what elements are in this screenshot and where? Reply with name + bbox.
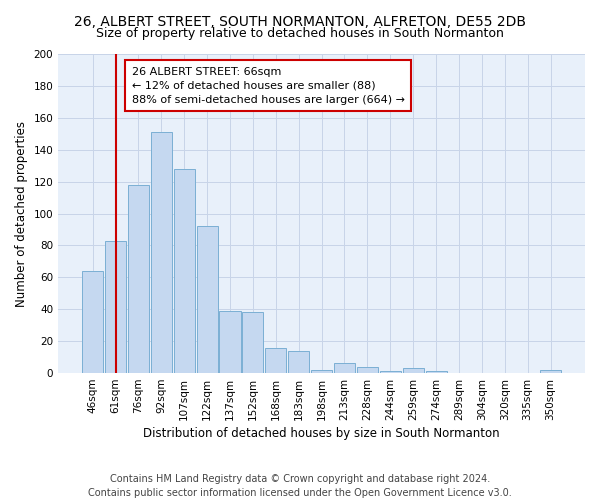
Bar <box>220 311 241 373</box>
Bar <box>197 226 218 373</box>
Bar <box>425 372 446 373</box>
Bar <box>173 169 195 373</box>
Bar <box>288 350 309 373</box>
Bar <box>357 366 378 373</box>
Y-axis label: Number of detached properties: Number of detached properties <box>15 120 28 306</box>
Bar <box>334 364 355 373</box>
Text: 26 ALBERT STREET: 66sqm
← 12% of detached houses are smaller (88)
88% of semi-de: 26 ALBERT STREET: 66sqm ← 12% of detache… <box>131 67 404 105</box>
Text: 26, ALBERT STREET, SOUTH NORMANTON, ALFRETON, DE55 2DB: 26, ALBERT STREET, SOUTH NORMANTON, ALFR… <box>74 15 526 29</box>
Bar <box>82 271 103 373</box>
Bar <box>105 240 126 373</box>
Text: Contains HM Land Registry data © Crown copyright and database right 2024.
Contai: Contains HM Land Registry data © Crown c… <box>88 474 512 498</box>
X-axis label: Distribution of detached houses by size in South Normanton: Distribution of detached houses by size … <box>143 427 500 440</box>
Bar <box>242 312 263 373</box>
Bar <box>151 132 172 373</box>
Bar <box>265 348 286 373</box>
Bar <box>128 185 149 373</box>
Bar <box>403 368 424 373</box>
Bar <box>380 372 401 373</box>
Bar <box>311 370 332 373</box>
Bar <box>540 370 561 373</box>
Text: Size of property relative to detached houses in South Normanton: Size of property relative to detached ho… <box>96 28 504 40</box>
